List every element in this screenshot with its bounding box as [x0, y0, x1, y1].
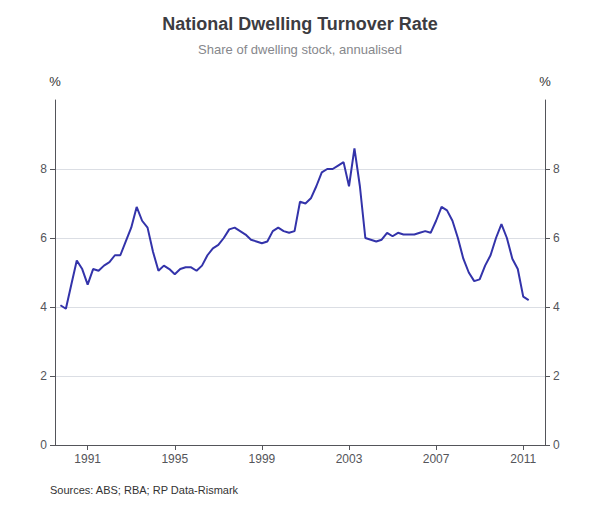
svg-text:0: 0: [40, 438, 47, 452]
svg-text:8: 8: [40, 162, 47, 176]
svg-text:1999: 1999: [249, 452, 276, 466]
svg-text:6: 6: [40, 231, 47, 245]
svg-text:Share of dwelling stock, annua: Share of dwelling stock, annualised: [198, 42, 402, 57]
svg-text:2011: 2011: [510, 452, 536, 466]
svg-text:%: %: [49, 74, 61, 89]
svg-text:1995: 1995: [161, 452, 188, 466]
svg-text:2003: 2003: [336, 452, 363, 466]
svg-text:8: 8: [553, 162, 560, 176]
svg-text:%: %: [539, 74, 551, 89]
svg-text:2: 2: [40, 369, 47, 383]
svg-text:0: 0: [553, 438, 560, 452]
svg-text:2: 2: [553, 369, 560, 383]
svg-text:6: 6: [553, 231, 560, 245]
svg-text:National Dwelling Turnover Rat: National Dwelling Turnover Rate: [162, 14, 438, 34]
svg-text:4: 4: [40, 300, 47, 314]
svg-text:Sources: ABS; RBA; RP Data-Ris: Sources: ABS; RBA; RP Data-Rismark: [50, 484, 239, 496]
svg-text:2007: 2007: [423, 452, 450, 466]
svg-text:1991: 1991: [74, 452, 101, 466]
svg-text:4: 4: [553, 300, 560, 314]
